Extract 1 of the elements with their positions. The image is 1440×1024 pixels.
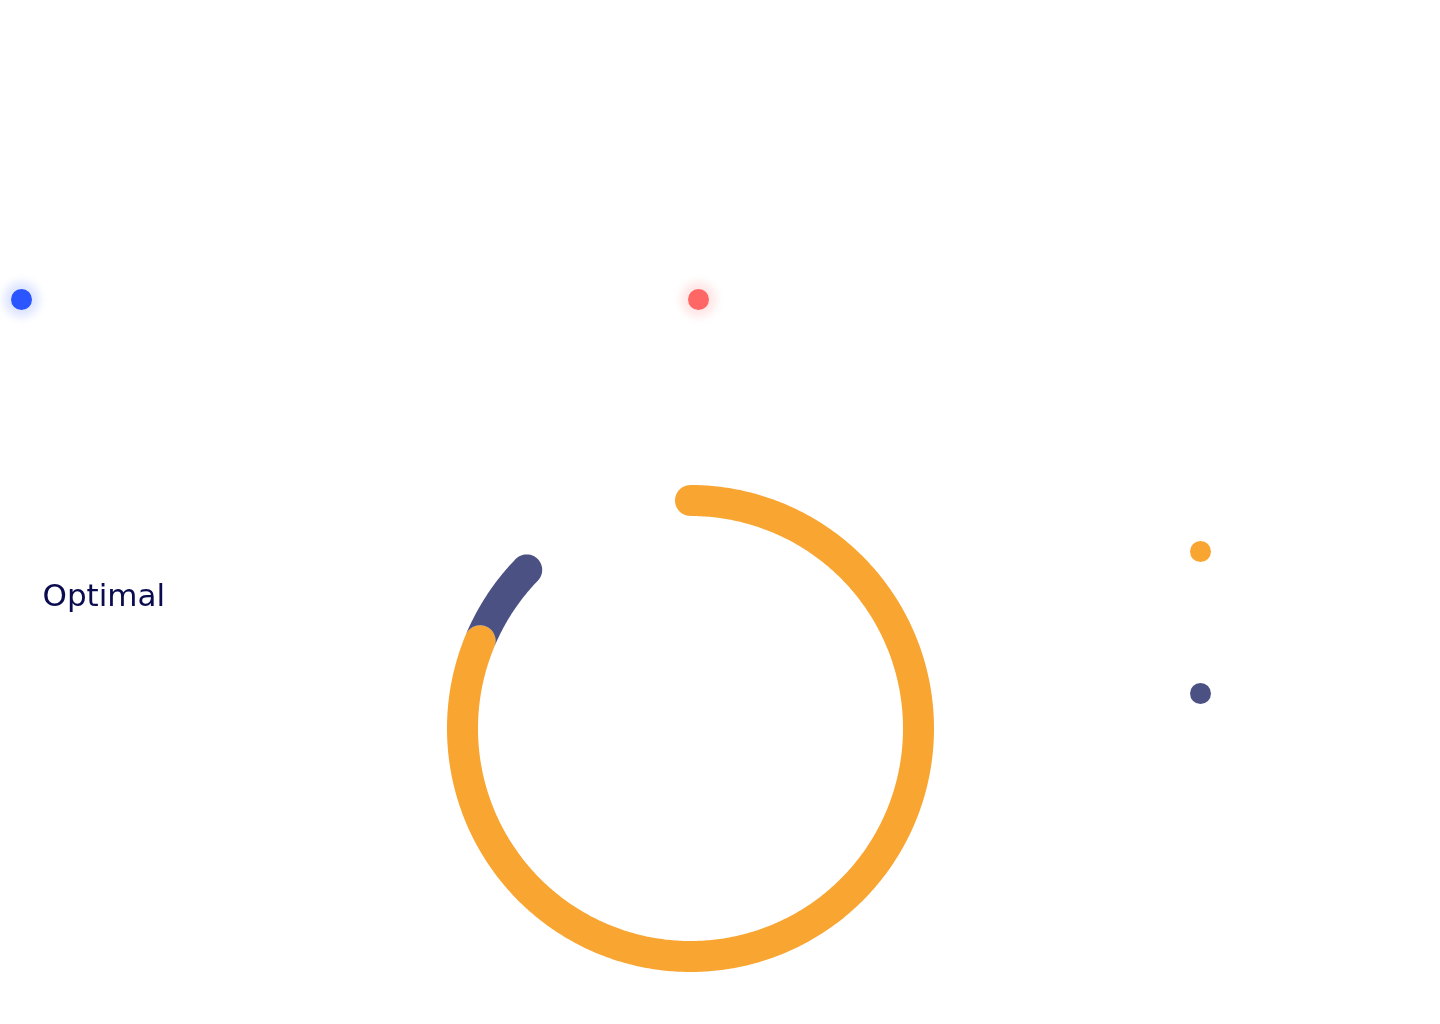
text: Optimal xyxy=(42,576,166,613)
